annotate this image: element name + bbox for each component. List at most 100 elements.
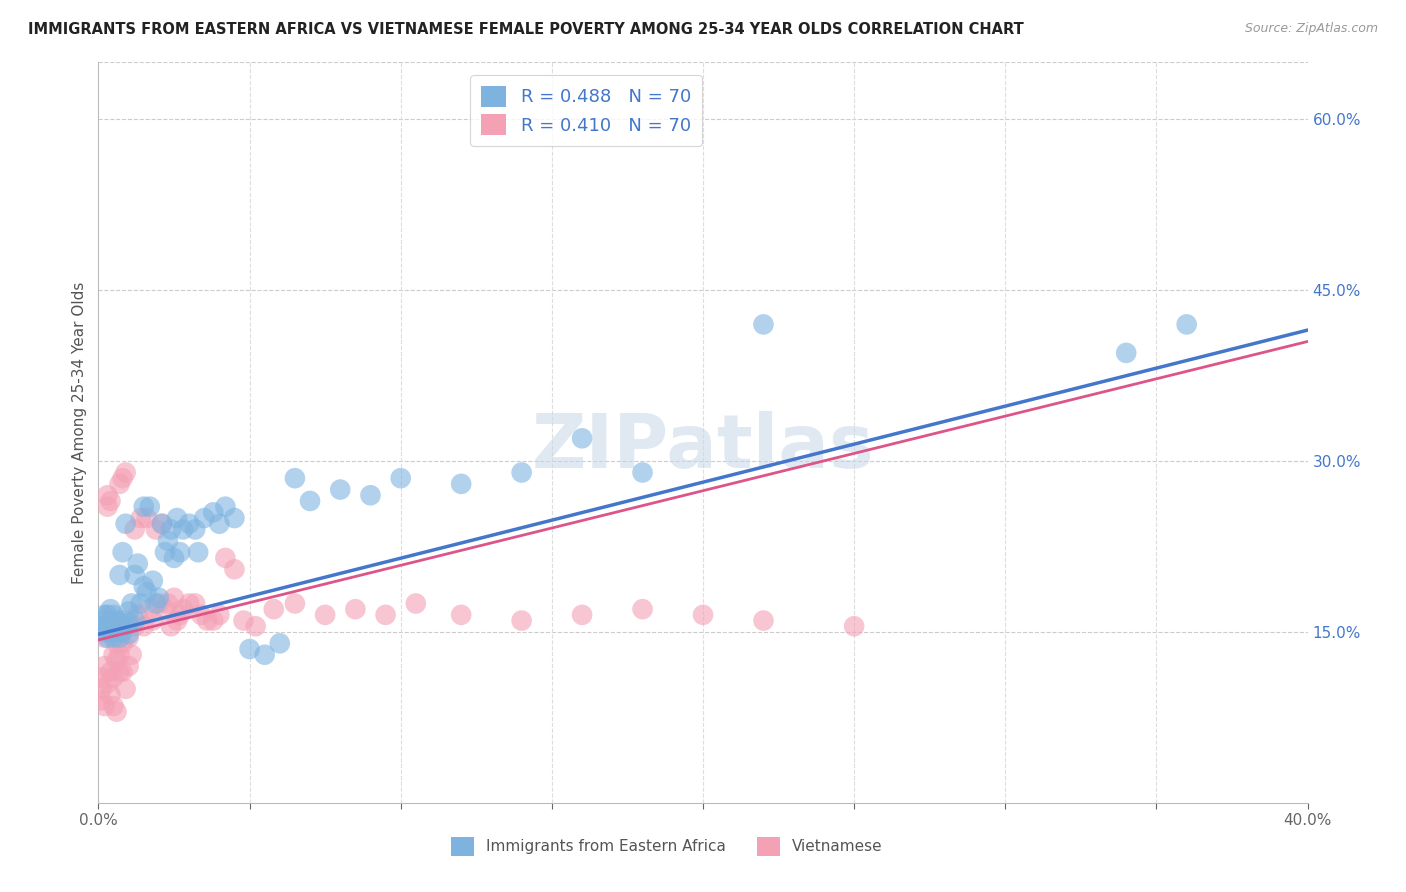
Point: [169, 607, 191, 622]
Point: [127, 607, 149, 622]
Point: [93, 607, 115, 622]
Point: [172, 602, 194, 616]
Point: [150, 516, 173, 531]
Point: [114, 681, 136, 696]
Point: [160, 619, 183, 633]
Text: IMMIGRANTS FROM EASTERN AFRICA VS VIETNAMESE FEMALE POVERTY AMONG 25-34 YEAR OLD: IMMIGRANTS FROM EASTERN AFRICA VS VIETNA…: [28, 22, 1024, 37]
Point: [90, 614, 112, 628]
Point: [156, 533, 179, 548]
Point: [100, 665, 122, 679]
Point: [195, 614, 218, 628]
Point: [93, 624, 115, 639]
Point: [108, 665, 131, 679]
Point: [405, 597, 427, 611]
Point: [93, 631, 115, 645]
Y-axis label: Female Poverty Among 25-34 Year Olds: Female Poverty Among 25-34 Year Olds: [72, 282, 87, 583]
Point: [108, 615, 131, 630]
Point: [129, 597, 152, 611]
Point: [187, 545, 209, 559]
Point: [232, 614, 254, 628]
Point: [193, 511, 215, 525]
Point: [329, 483, 352, 497]
Point: [571, 607, 593, 622]
Point: [100, 624, 122, 639]
Point: [111, 545, 134, 559]
Point: [127, 557, 149, 571]
Point: [284, 597, 307, 611]
Point: [692, 607, 714, 622]
Point: [108, 648, 131, 662]
Point: [132, 579, 155, 593]
Point: [105, 636, 128, 650]
Point: [145, 523, 167, 537]
Point: [314, 607, 336, 622]
Point: [111, 614, 134, 628]
Point: [118, 659, 141, 673]
Point: [299, 494, 322, 508]
Point: [93, 698, 115, 713]
Point: [96, 607, 118, 622]
Point: [163, 550, 186, 565]
Point: [166, 511, 188, 525]
Point: [103, 631, 125, 645]
Point: [100, 602, 122, 616]
Legend: Immigrants from Eastern Africa, Vietnamese: Immigrants from Eastern Africa, Vietname…: [444, 831, 889, 862]
Text: Source: ZipAtlas.com: Source: ZipAtlas.com: [1244, 22, 1378, 36]
Point: [124, 568, 146, 582]
Point: [103, 607, 125, 622]
Point: [510, 466, 533, 480]
Point: [121, 648, 143, 662]
Point: [93, 659, 115, 673]
Point: [169, 545, 191, 559]
Point: [111, 624, 134, 639]
Point: [156, 597, 179, 611]
Point: [114, 619, 136, 633]
Point: [510, 614, 533, 628]
Point: [163, 591, 186, 605]
Point: [1115, 346, 1137, 360]
Point: [96, 500, 118, 514]
Point: [139, 602, 162, 616]
Point: [224, 511, 246, 525]
Point: [100, 688, 122, 702]
Point: [132, 619, 155, 633]
Point: [111, 471, 134, 485]
Point: [114, 516, 136, 531]
Point: [184, 597, 207, 611]
Point: [103, 619, 125, 633]
Point: [148, 591, 170, 605]
Point: [118, 631, 141, 645]
Point: [166, 614, 188, 628]
Point: [93, 619, 115, 633]
Point: [103, 648, 125, 662]
Point: [96, 676, 118, 690]
Point: [90, 693, 112, 707]
Point: [111, 636, 134, 650]
Point: [100, 614, 122, 628]
Point: [96, 619, 118, 633]
Point: [129, 511, 152, 525]
Point: [118, 615, 141, 630]
Point: [450, 607, 472, 622]
Point: [118, 627, 141, 641]
Point: [118, 604, 141, 618]
Point: [96, 488, 118, 502]
Point: [389, 471, 412, 485]
Point: [202, 614, 225, 628]
Point: [100, 494, 122, 508]
Point: [135, 511, 157, 525]
Point: [121, 597, 143, 611]
Point: [90, 619, 112, 633]
Point: [139, 500, 162, 514]
Point: [184, 523, 207, 537]
Point: [135, 585, 157, 599]
Point: [124, 614, 146, 628]
Point: [96, 631, 118, 645]
Point: [142, 574, 165, 588]
Point: [208, 607, 231, 622]
Point: [214, 500, 236, 514]
Point: [111, 665, 134, 679]
Point: [269, 636, 291, 650]
Point: [105, 624, 128, 639]
Text: ZIPatlas: ZIPatlas: [531, 411, 875, 484]
